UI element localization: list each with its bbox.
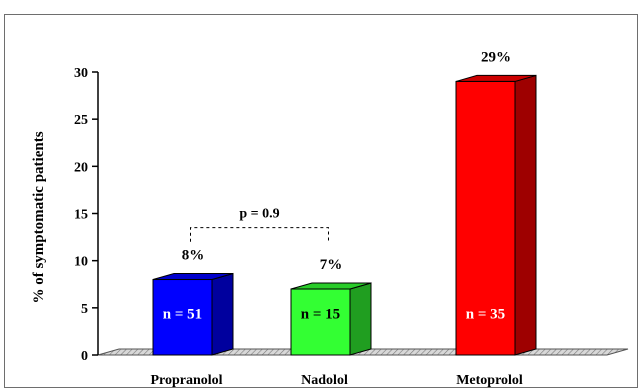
- p-value-text: p = 0.9: [239, 207, 279, 222]
- y-tick-label: 0: [81, 349, 88, 364]
- category-label: Metoprolol: [456, 373, 523, 388]
- bar-value-label: 7%: [320, 257, 343, 273]
- y-tick-label: 25: [74, 113, 88, 128]
- bar-front: [290, 288, 351, 356]
- bar-side: [349, 282, 372, 356]
- bar-metoprolol: [455, 74, 537, 356]
- bar-labels: 8% n = 51 7% n = 15 29% n = 35: [163, 49, 511, 322]
- category-label: Propranolol: [150, 373, 222, 388]
- bar-value-label: 29%: [481, 49, 511, 65]
- y-tick-label: 30: [74, 66, 88, 81]
- bar-nadolol: [290, 282, 372, 356]
- bar-top: [290, 282, 372, 290]
- y-axis-label: % of symptomatic patients: [31, 131, 47, 303]
- bar-n-label: n = 35: [466, 306, 505, 322]
- y-tick-label: 5: [81, 302, 88, 317]
- bar-value-label: 8%: [182, 248, 205, 264]
- y-tick-label: 20: [74, 160, 88, 175]
- bar-propranolol: [152, 272, 234, 356]
- bar-top: [455, 74, 537, 82]
- category-labels: Propranolol Nadolol Metoprolol: [150, 373, 522, 388]
- bar-side: [514, 74, 537, 356]
- p-value-annotation: p = 0.9: [190, 207, 329, 242]
- bar-n-label: n = 15: [301, 306, 340, 322]
- bar-top: [152, 273, 234, 281]
- y-tick-label: 10: [74, 255, 88, 270]
- bars: [152, 74, 537, 356]
- bar-side: [211, 272, 234, 356]
- p-value-bracket: [190, 227, 329, 242]
- category-label: Nadolol: [301, 373, 348, 388]
- bar-n-label: n = 51: [163, 306, 202, 322]
- bar-front: [152, 279, 213, 356]
- y-tick-labels: 0 5 10 15 20 25 30: [74, 66, 98, 364]
- y-tick-label: 15: [74, 208, 88, 223]
